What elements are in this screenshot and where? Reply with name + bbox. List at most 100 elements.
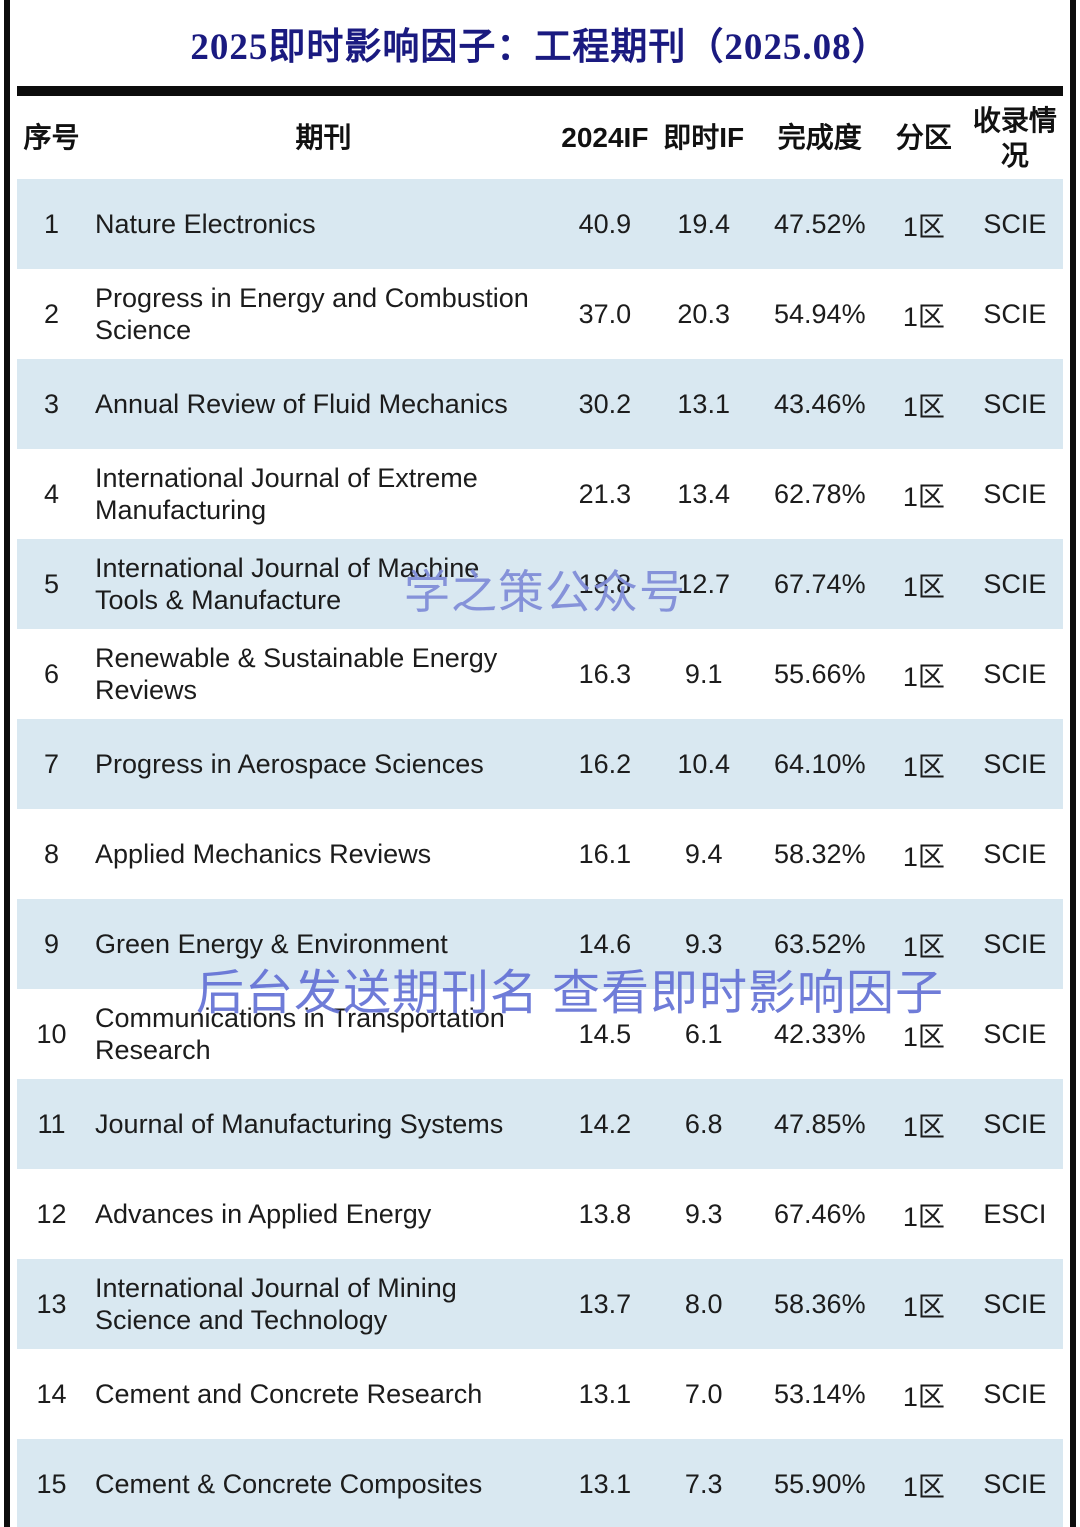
completion-value: 64.10% <box>774 748 866 779</box>
instant-if-value: 10.4 <box>677 748 730 779</box>
completion-value: 67.46% <box>774 1198 866 1229</box>
page: 2025即时影响因子：工程期刊（2025.08） 序号 期刊 2024IF 即时… <box>4 0 1076 1527</box>
row-number: 15 <box>36 1468 67 1499</box>
col-header-instant-if: 即时IF <box>663 122 745 153</box>
instant-if-value: 7.0 <box>684 1378 723 1409</box>
instant-if-value: 9.1 <box>684 658 723 689</box>
row-number: 8 <box>44 838 60 869</box>
journal-name: International Journal of Extreme Manufac… <box>95 462 478 525</box>
if-2024-value: 14.2 <box>578 1108 632 1139</box>
completion-value: 58.32% <box>774 838 866 869</box>
completion-value: 67.74% <box>774 568 866 599</box>
table-row: 11 Journal of Manufacturing Systems 14.2… <box>17 1079 1063 1169</box>
page-title: 2025即时影响因子：工程期刊（2025.08） <box>190 27 890 68</box>
if-2024-value: 21.3 <box>578 478 632 509</box>
instant-if-value: 6.8 <box>684 1108 723 1139</box>
journal-name: Progress in Energy and Combustion Scienc… <box>95 282 529 345</box>
table-row: 12 Advances in Applied Energy 13.8 9.3 6… <box>17 1169 1063 1259</box>
zone-value: 1区 <box>902 1111 945 1142</box>
row-number: 4 <box>44 478 60 509</box>
table-row: 1 Nature Electronics 40.9 19.4 47.52% 1区… <box>17 179 1063 269</box>
title-bar: 2025即时影响因子：工程期刊（2025.08） <box>10 0 1070 86</box>
zone-value: 1区 <box>902 571 945 602</box>
if-2024-value: 16.1 <box>578 838 632 869</box>
if-2024-value: 13.7 <box>578 1288 632 1319</box>
if-2024-value: 30.2 <box>578 388 632 419</box>
col-header-zone: 分区 <box>895 122 952 153</box>
if-2024-value: 14.6 <box>578 928 632 959</box>
index-status-value: SCIE <box>983 568 1047 599</box>
if-2024-value: 13.1 <box>578 1468 632 1499</box>
index-status-value: SCIE <box>983 658 1047 689</box>
journal-name: Annual Review of Fluid Mechanics <box>95 388 508 419</box>
journal-name: Green Energy & Environment <box>95 928 448 959</box>
instant-if-value: 12.7 <box>677 568 730 599</box>
index-status-value: SCIE <box>983 1468 1047 1499</box>
row-number: 11 <box>37 1108 66 1139</box>
row-number: 12 <box>36 1198 67 1229</box>
zone-value: 1区 <box>902 751 945 782</box>
col-header-journal: 期刊 <box>295 122 352 153</box>
if-2024-value: 16.3 <box>578 658 632 689</box>
instant-if-value: 9.3 <box>684 1198 723 1229</box>
instant-if-value: 9.3 <box>684 928 723 959</box>
table-row: 14 Cement and Concrete Research 13.1 7.0… <box>17 1349 1063 1439</box>
col-header-2024if: 2024IF <box>561 122 649 153</box>
row-number: 6 <box>44 658 60 689</box>
row-number: 2 <box>44 298 60 329</box>
instant-if-value: 9.4 <box>684 838 723 869</box>
completion-value: 63.52% <box>774 928 866 959</box>
index-status-value: SCIE <box>983 1108 1047 1139</box>
row-number: 9 <box>44 928 60 959</box>
completion-value: 62.78% <box>774 478 866 509</box>
if-2024-value: 40.9 <box>578 208 632 239</box>
zone-value: 1区 <box>902 841 945 872</box>
completion-value: 53.14% <box>774 1378 866 1409</box>
zone-value: 1区 <box>902 1021 945 1052</box>
completion-value: 47.52% <box>774 208 866 239</box>
completion-value: 43.46% <box>774 388 866 419</box>
zone-value: 1区 <box>902 1381 945 1412</box>
journal-name: Nature Electronics <box>95 208 316 239</box>
instant-if-value: 13.4 <box>677 478 730 509</box>
index-status-value: ESCI <box>983 1198 1047 1229</box>
col-header-seq: 序号 <box>23 122 80 153</box>
zone-value: 1区 <box>902 1291 945 1322</box>
completion-value: 54.94% <box>774 298 866 329</box>
completion-value: 55.90% <box>774 1468 866 1499</box>
instant-if-value: 19.4 <box>677 208 730 239</box>
table-row: 4 International Journal of Extreme Manuf… <box>17 449 1063 539</box>
table-row: 7 Progress in Aerospace Sciences 16.2 10… <box>17 719 1063 809</box>
journal-name: Advances in Applied Energy <box>95 1198 432 1229</box>
zone-value: 1区 <box>902 211 945 242</box>
table-row: 8 Applied Mechanics Reviews 16.1 9.4 58.… <box>17 809 1063 899</box>
instant-if-value: 20.3 <box>677 298 730 329</box>
journal-name: International Journal of Machine Tools &… <box>95 552 480 615</box>
zone-value: 1区 <box>902 661 945 692</box>
row-number: 1 <box>44 208 60 239</box>
row-number: 10 <box>36 1018 67 1049</box>
journal-name: Cement & Concrete Composites <box>95 1468 483 1499</box>
journal-name: Progress in Aerospace Sciences <box>95 748 484 779</box>
journal-name: International Journal of Mining Science … <box>95 1272 457 1335</box>
index-status-value: SCIE <box>983 748 1047 779</box>
if-2024-value: 13.1 <box>578 1378 632 1409</box>
table-row: 2 Progress in Energy and Combustion Scie… <box>17 269 1063 359</box>
row-number: 3 <box>44 388 60 419</box>
journal-name: Journal of Manufacturing Systems <box>95 1108 504 1139</box>
table-row: 6 Renewable & Sustainable Energy Reviews… <box>17 629 1063 719</box>
instant-if-value: 7.3 <box>684 1468 723 1499</box>
instant-if-value: 13.1 <box>677 388 730 419</box>
if-2024-value: 37.0 <box>578 298 632 329</box>
instant-if-value: 8.0 <box>684 1288 723 1319</box>
index-status-value: SCIE <box>983 298 1047 329</box>
table-body: 1 Nature Electronics 40.9 19.4 47.52% 1区… <box>17 179 1063 1527</box>
journal-name: Renewable & Sustainable Energy Reviews <box>95 642 498 705</box>
zone-value: 1区 <box>902 391 945 422</box>
index-status-value: SCIE <box>983 928 1047 959</box>
index-status-value: SCIE <box>983 478 1047 509</box>
row-number: 5 <box>44 568 60 599</box>
col-header-completion: 完成度 <box>777 122 862 153</box>
col-header-index: 收录情况 <box>972 104 1057 171</box>
instant-if-value: 6.1 <box>684 1018 723 1049</box>
